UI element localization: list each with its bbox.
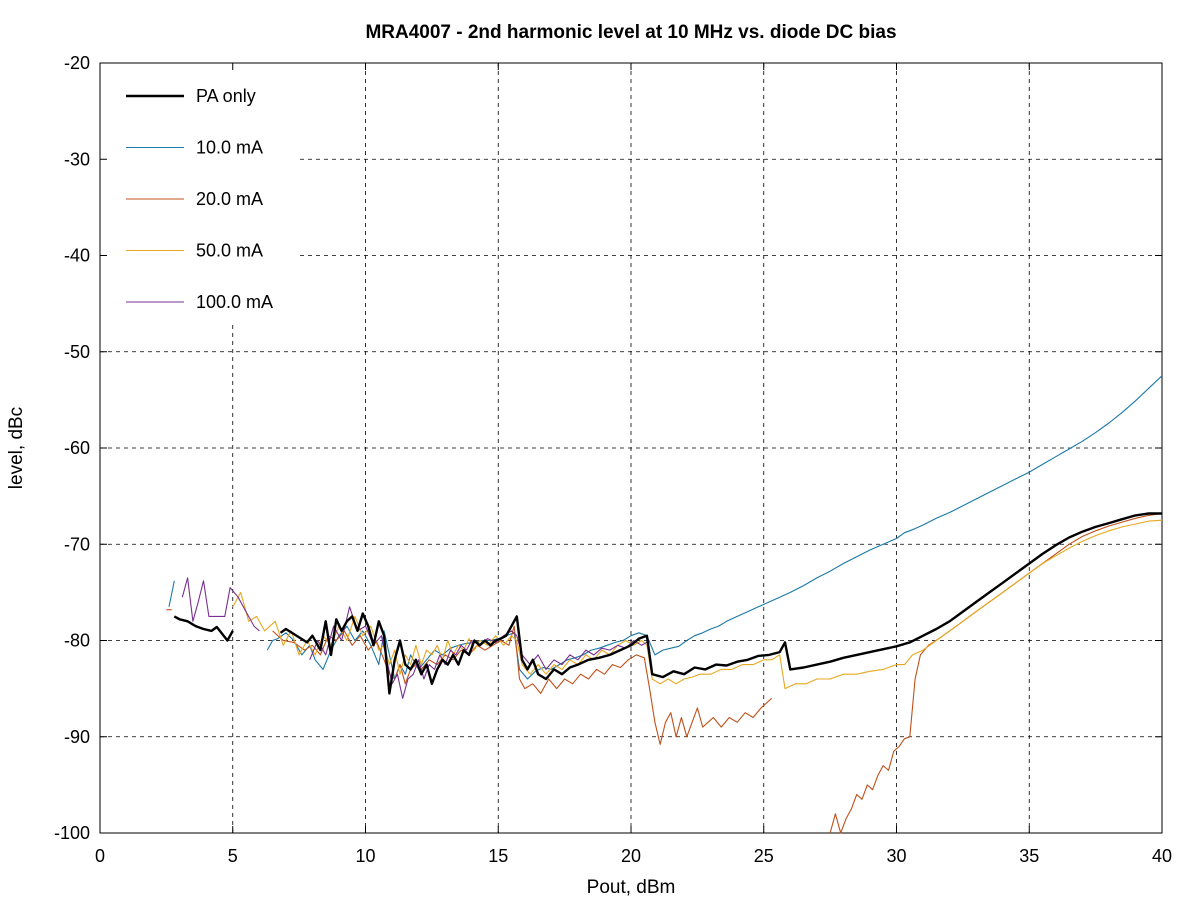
x-tick-label: 10	[355, 846, 375, 866]
y-tick-label: -40	[64, 246, 90, 266]
y-tick-label: -20	[64, 53, 90, 73]
y-tick-label: -80	[64, 631, 90, 651]
series-20-0-ma	[166, 512, 1163, 834]
y-tick-label: -50	[64, 342, 90, 362]
legend-label: PA only	[196, 86, 256, 106]
x-tick-label: 35	[1019, 846, 1039, 866]
series-line	[266, 375, 1163, 680]
y-tick-label: -30	[64, 149, 90, 169]
x-tick-label: 30	[886, 846, 906, 866]
x-tick-label: 0	[95, 846, 105, 866]
x-tick-label: 40	[1152, 846, 1172, 866]
y-tick-label: -100	[54, 823, 90, 843]
legend: PA only 10.0 mA 20.0 mA 50.0 mA 100.0 mA	[126, 86, 273, 312]
series-50-0-ma	[232, 519, 1163, 690]
series-line	[168, 580, 175, 607]
series-layer	[166, 375, 1163, 834]
legend-label: 50.0 mA	[196, 241, 263, 261]
chart-title: MRA4007 - 2nd harmonic level at 10 MHz v…	[365, 22, 896, 43]
x-tick-label: 20	[621, 846, 641, 866]
series-line	[232, 519, 1163, 690]
y-tick-label: -90	[64, 727, 90, 747]
series-line	[829, 512, 1163, 834]
grid	[100, 63, 1162, 833]
series-line	[279, 512, 1162, 695]
series-line	[181, 577, 260, 632]
y-tick-label: -70	[64, 534, 90, 554]
y-axis-label: level, dBc	[6, 407, 27, 489]
axis-ticks: 0 5 10 15 20 25 30 35 40 -20 -30 -40 -50 -60 -70 -80 -90…	[54, 53, 1172, 866]
legend-label: 100.0 mA	[196, 292, 273, 312]
y-tick-label: -60	[64, 438, 90, 458]
x-tick-label: 5	[228, 846, 238, 866]
x-axis-label: Pout, dBm	[587, 877, 676, 898]
legend-label: 20.0 mA	[196, 189, 263, 209]
legend-label: 10.0 mA	[196, 138, 263, 158]
x-tick-label: 25	[754, 846, 774, 866]
x-tick-label: 15	[488, 846, 508, 866]
series-pa-only	[173, 512, 1162, 695]
series-100-0-ma	[181, 577, 650, 699]
series-line	[173, 615, 234, 642]
series-line	[272, 625, 773, 745]
series-10-0-ma	[168, 375, 1163, 680]
